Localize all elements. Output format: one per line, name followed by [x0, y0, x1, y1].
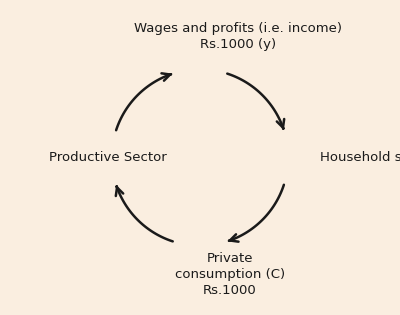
- Text: Private
consumption (C)
Rs.1000: Private consumption (C) Rs.1000: [175, 252, 285, 297]
- Text: Wages and profits (i.e. income)
Rs.1000 (y): Wages and profits (i.e. income) Rs.1000 …: [134, 22, 342, 51]
- Text: Productive Sector: Productive Sector: [49, 151, 166, 164]
- Text: Household sector: Household sector: [320, 151, 400, 164]
